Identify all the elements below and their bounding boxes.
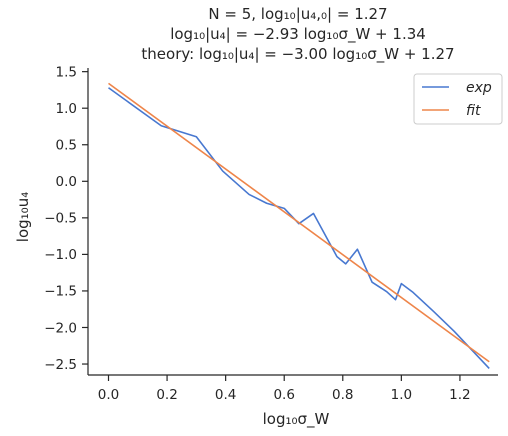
y-tick-label: 1.0 [56,101,77,117]
chart-title-line-2: log₁₀|u₄| = −2.93 log₁₀σ_W + 1.34 [170,25,426,44]
y-tick-label: 0.0 [56,174,77,190]
x-tick-label: 0.6 [273,387,294,403]
y-tick-label: −1.0 [44,247,77,263]
x-tick-label: 0.2 [156,387,177,403]
y-tick-label: −2.0 [44,320,77,336]
chart-title-line-3: theory: log₁₀|u₄| = −3.00 log₁₀σ_W + 1.2… [141,45,454,64]
series-line-exp [108,87,490,369]
y-ticks: 1.5 1.0 0.5 0.0 −0.5 −1.0 −1.5 −2.0 −2.5 [44,64,88,373]
x-tick-label: 0.4 [215,387,236,403]
y-tick-label: 0.5 [56,138,77,154]
x-axis-label: log₁₀σ_W [263,410,330,429]
series-line-fit [108,82,490,363]
y-tick-label: 1.5 [56,64,77,80]
legend: exp fit [413,73,503,125]
plot-series [108,82,490,369]
y-axis-label: log₁₀u₄ [14,192,32,242]
y-tick-label: −1.5 [44,284,77,300]
y-tick-label: −2.5 [44,357,77,373]
x-ticks: 0.0 0.2 0.4 0.6 0.8 1.0 1.2 [98,375,471,403]
legend-label-fit: fit [466,103,481,119]
x-tick-label: 1.0 [391,387,412,403]
x-tick-label: 0.8 [332,387,353,403]
chart-title-line-1: N = 5, log₁₀|u₄,₀| = 1.27 [208,5,387,23]
x-tick-label: 1.2 [449,387,470,403]
x-tick-label: 0.0 [98,387,119,403]
legend-label-exp: exp [466,80,492,96]
y-tick-label: −0.5 [44,211,77,227]
